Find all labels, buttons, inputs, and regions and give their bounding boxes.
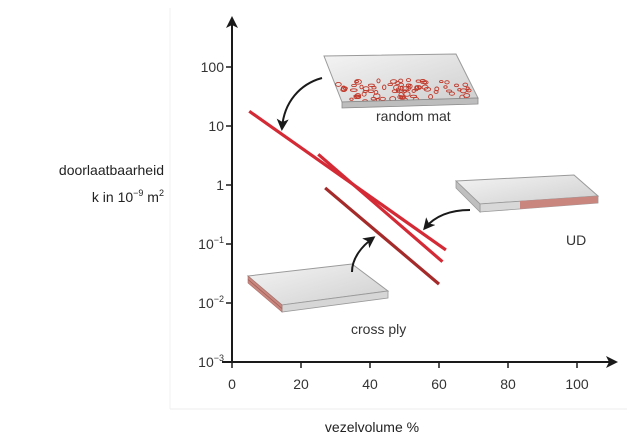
random-mat-illustration — [323, 53, 479, 109]
fiber-mark — [354, 92, 362, 99]
fiber-mark — [405, 78, 412, 83]
ud-side-short — [455, 180, 481, 213]
fiber-mark — [446, 89, 453, 93]
x-axis-title: vezelvolume % — [325, 419, 419, 435]
fiber-mark — [354, 80, 360, 83]
fiber-mark — [454, 83, 459, 88]
y-tick-label: 10−1 — [198, 235, 224, 252]
random-mat-label: random mat — [376, 108, 451, 124]
ud-arrow — [423, 209, 471, 231]
cross-ply-line — [324, 186, 441, 286]
y-tick-label: 10 — [208, 118, 224, 134]
fiber-mark — [340, 85, 347, 92]
y-tick-base: 10 — [208, 118, 224, 134]
fiber-mark — [422, 80, 429, 85]
fiber-mark — [401, 86, 410, 92]
y-tick-label: 10−2 — [198, 294, 224, 311]
fiber-mark — [396, 89, 404, 93]
fiber-mark — [399, 95, 405, 99]
fiber-mark — [367, 89, 374, 93]
fiber-mark — [434, 86, 440, 92]
y-tick-label: 10−3 — [198, 353, 224, 370]
random-mat-side — [341, 97, 479, 109]
fiber-mark — [405, 83, 412, 88]
x-tick-label: 0 — [228, 376, 236, 392]
y-axis-title-line2: k in 10−9 m2 — [92, 188, 164, 205]
fiber-mark — [420, 80, 428, 85]
random-mat-top — [323, 53, 479, 103]
fiber-mark — [411, 89, 416, 93]
x-ticks: 0 20 40 60 80 100 — [228, 362, 589, 392]
fiber-mark — [443, 85, 448, 89]
cross-ply-layer-line — [247, 279, 283, 309]
x-tick-label: 40 — [362, 376, 378, 392]
fiber-mark — [444, 80, 450, 85]
x-tick-label: 60 — [431, 376, 447, 392]
fiber-mark — [351, 83, 357, 88]
ud-line — [317, 153, 444, 263]
fiber-mark — [439, 80, 444, 84]
x-tick-label: 20 — [293, 376, 309, 392]
fiber-mark — [403, 91, 411, 97]
fiber-mark — [376, 78, 381, 84]
ud-label: UD — [566, 232, 586, 248]
y-tick-base: 1 — [216, 177, 224, 193]
y-tick-label: 1 — [216, 177, 224, 193]
fiber-mark — [417, 85, 422, 89]
ud-illustration — [454, 174, 600, 213]
y-tick-exp: −1 — [214, 235, 224, 245]
x-tick-label: 80 — [500, 376, 516, 392]
y-tick-base: 10 — [198, 295, 214, 311]
fiber-mark — [394, 81, 401, 85]
fiber-mark — [361, 91, 367, 97]
y-axis-title-unit: m — [143, 189, 159, 205]
fiber-mark — [387, 83, 393, 87]
fiber-mark — [349, 88, 358, 92]
y-axis-title-unit-exp: 2 — [159, 188, 164, 198]
cross-ply-label: cross ply — [351, 321, 406, 337]
cross-ply-illustration — [246, 263, 390, 313]
fiber-mark — [349, 97, 354, 101]
y-axis-title-exp: −9 — [133, 188, 143, 198]
fiber-mark — [462, 82, 469, 87]
y-tick-base: 10 — [198, 354, 214, 370]
cross-ply-arrow — [351, 236, 376, 273]
y-tick-base: 100 — [201, 59, 225, 75]
fiber-mark — [382, 84, 387, 91]
fiber-mark — [406, 85, 411, 91]
y-tick-exp: −3 — [214, 353, 224, 363]
fiber-mark — [373, 89, 379, 95]
fiber-mark — [393, 84, 400, 91]
fiber-mark — [448, 91, 455, 96]
ud-fiber-end — [520, 196, 598, 209]
x-tick-label: 100 — [565, 376, 589, 392]
fiber-mark — [367, 83, 375, 87]
random-mat-arrow — [276, 77, 323, 131]
fiber-mark — [409, 94, 418, 99]
fiber-mark — [335, 81, 342, 87]
y-tick-base: 10 — [198, 236, 214, 252]
fiber-mark — [428, 94, 434, 100]
y-tick-exp: −2 — [214, 294, 224, 304]
fiber-mark — [466, 88, 472, 93]
fiber-mark — [354, 78, 362, 85]
y-axis-title-line1: doorlaatbaarheid — [59, 162, 164, 178]
fiber-mark — [415, 79, 422, 83]
fiber-mark — [398, 82, 404, 88]
series-lines — [248, 109, 447, 286]
y-axis-title-base: k in 10 — [92, 189, 133, 205]
y-tick-label: 100 — [201, 59, 225, 75]
fiber-mark — [398, 78, 404, 83]
fiber-mark — [359, 84, 364, 90]
fiber-mark — [421, 84, 429, 90]
fiber-mark — [371, 86, 377, 90]
